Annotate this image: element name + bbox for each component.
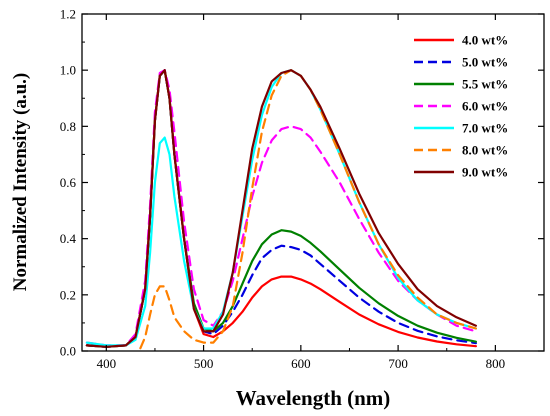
x-tick-label: 800 bbox=[486, 356, 506, 371]
y-tick-label: 0.6 bbox=[60, 175, 77, 190]
y-tick-label: 1.2 bbox=[60, 7, 76, 22]
series-layer bbox=[85, 69, 477, 350]
y-tick-label: 0.2 bbox=[60, 287, 76, 302]
y-tick-label: 0.4 bbox=[60, 231, 77, 246]
y-tick-label: 0.0 bbox=[60, 344, 76, 359]
x-tick-label: 500 bbox=[194, 356, 214, 371]
legend-label: 6.0 wt% bbox=[462, 99, 508, 114]
legend-label: 4.0 wt% bbox=[462, 33, 508, 48]
legend-label: 9.0 wt% bbox=[462, 165, 508, 180]
series-line-2 bbox=[85, 69, 477, 348]
legend-label: 5.0 wt% bbox=[462, 55, 508, 70]
x-tick-label: 600 bbox=[291, 356, 311, 371]
y-axis-title: Normalized Intensity (a.u.) bbox=[10, 73, 31, 291]
series-line-6 bbox=[139, 69, 477, 350]
series-line-7 bbox=[85, 69, 477, 348]
y-tick-label: 0.8 bbox=[60, 119, 76, 134]
y-tick-label: 1.0 bbox=[60, 63, 76, 78]
legend: 4.0 wt% 5.0 wt% 5.5 wt% 6.0 wt% 7.0 wt% 8.0 w… bbox=[414, 33, 508, 180]
x-axis-title: Wavelength (nm) bbox=[236, 386, 391, 410]
legend-label: 8.0 wt% bbox=[462, 143, 508, 158]
legend-label: 7.0 wt% bbox=[462, 121, 508, 136]
y-axis: 0.0 0.2 0.4 0.6 0.8 1.0 1.2 bbox=[60, 7, 544, 359]
legend-label: 5.5 wt% bbox=[462, 77, 508, 92]
x-tick-label: 700 bbox=[388, 356, 408, 371]
x-tick-label: 400 bbox=[97, 356, 117, 371]
x-axis: 400 500 600 700 800 bbox=[97, 14, 545, 371]
